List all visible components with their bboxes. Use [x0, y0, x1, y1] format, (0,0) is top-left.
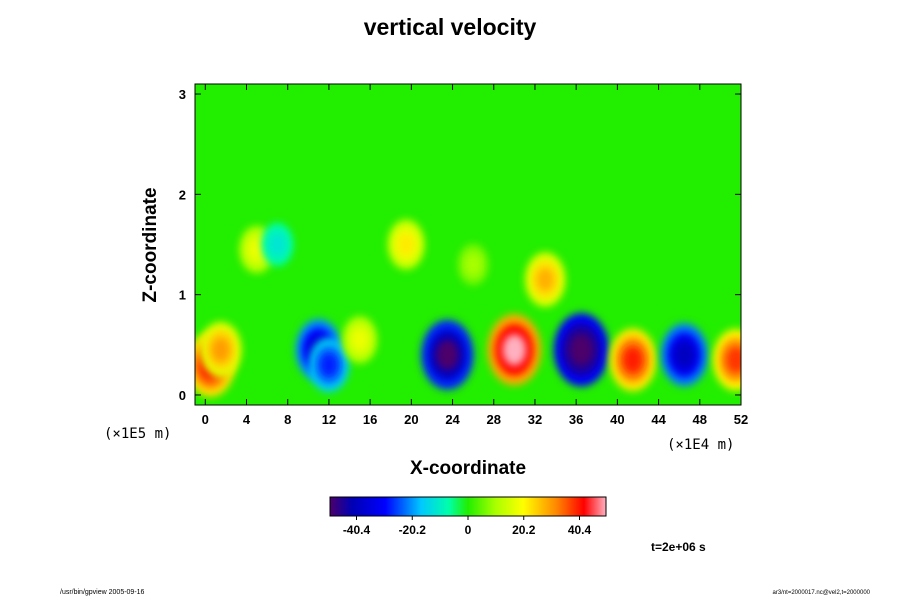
- z-unit-label: (×1E5 m): [104, 426, 172, 442]
- footer-left: /usr/bin/gpview 2005-09-16: [60, 589, 145, 596]
- x-tick-label: 8: [284, 412, 291, 427]
- velocity-cell: [660, 323, 708, 387]
- velocity-contour: [622, 345, 644, 374]
- x-tick-label: 32: [528, 412, 542, 427]
- colorbar-tick-label: 20.2: [512, 523, 536, 537]
- x-tick-label: 12: [322, 412, 336, 427]
- velocity-contour: [569, 333, 594, 366]
- velocity-cell: [712, 329, 741, 391]
- velocity-contour: [270, 234, 285, 255]
- velocity-cell: [421, 319, 474, 390]
- velocity-cell: [308, 337, 350, 393]
- x-tick-label: 48: [693, 412, 707, 427]
- x-tick-label: 44: [651, 412, 666, 427]
- x-tick-label: 16: [363, 412, 377, 427]
- y-tick-label: 0: [179, 388, 186, 403]
- y-tick-label: 2: [179, 187, 186, 202]
- velocity-features: [195, 219, 741, 398]
- velocity-contour: [320, 352, 338, 377]
- chart-title: vertical velocity: [363, 14, 537, 40]
- velocity-contour: [249, 239, 265, 260]
- x-tick-label: 36: [569, 412, 583, 427]
- colorbar-tick-label: 0: [465, 523, 472, 537]
- y-tick-label: 1: [179, 288, 186, 303]
- velocity-cell: [553, 313, 609, 387]
- x-tick-label: 40: [610, 412, 624, 427]
- velocity-cell: [342, 315, 378, 364]
- x-tick-label: 52: [734, 412, 748, 427]
- y-axis-label: Z-coordinate: [140, 187, 161, 303]
- velocity-cell: [609, 328, 657, 392]
- x-tick-label: 0: [202, 412, 209, 427]
- velocity-contour: [435, 339, 459, 371]
- velocity-contour: [466, 255, 480, 274]
- plot-frame: [194, 83, 742, 406]
- velocity-cell: [487, 314, 542, 386]
- colorbar: -40.4 -20.2 0 20.2 40.4: [329, 496, 607, 537]
- velocity-contour: [536, 267, 555, 292]
- x-tick-label: 24: [445, 412, 460, 427]
- velocity-contour: [398, 233, 415, 256]
- velocity-contour: [725, 346, 741, 374]
- colorbar-ticks: -40.4 -20.2 0 20.2 40.4: [343, 516, 592, 537]
- footer-right: ar3/nt=2000017.nc@vel2,t=2000000: [772, 590, 870, 596]
- y-tick-label: 3: [179, 87, 186, 102]
- colorbar-tick-label: -40.4: [343, 523, 371, 537]
- colorbar-tick-label: -20.2: [399, 523, 427, 537]
- colorbar-tick-label: 40.4: [568, 523, 592, 537]
- velocity-contour: [211, 337, 230, 363]
- y-axis-ticks: 0 1 2 3: [179, 87, 741, 403]
- velocity-cell: [387, 219, 425, 270]
- x-axis-ticks: 0 4 8 12 16 20 24 28 32 36 40 44 48 52: [202, 84, 748, 427]
- x-tick-label: 20: [404, 412, 418, 427]
- x-axis-label: X-coordinate: [409, 458, 527, 479]
- time-label: t=2e+06 s: [651, 540, 706, 554]
- velocity-contour: [352, 329, 368, 351]
- velocity-contour: [673, 340, 695, 369]
- velocity-cell: [457, 243, 489, 286]
- x-tick-label: 28: [487, 412, 501, 427]
- colorbar-gradient: [329, 496, 607, 517]
- velocity-cell: [525, 252, 566, 307]
- velocity-contour: [502, 334, 527, 366]
- x-tick-label: 4: [243, 412, 251, 427]
- velocity-cell: [200, 321, 242, 378]
- velocity-cell: [261, 222, 294, 267]
- x-unit-label: (×1E4 m): [667, 437, 735, 453]
